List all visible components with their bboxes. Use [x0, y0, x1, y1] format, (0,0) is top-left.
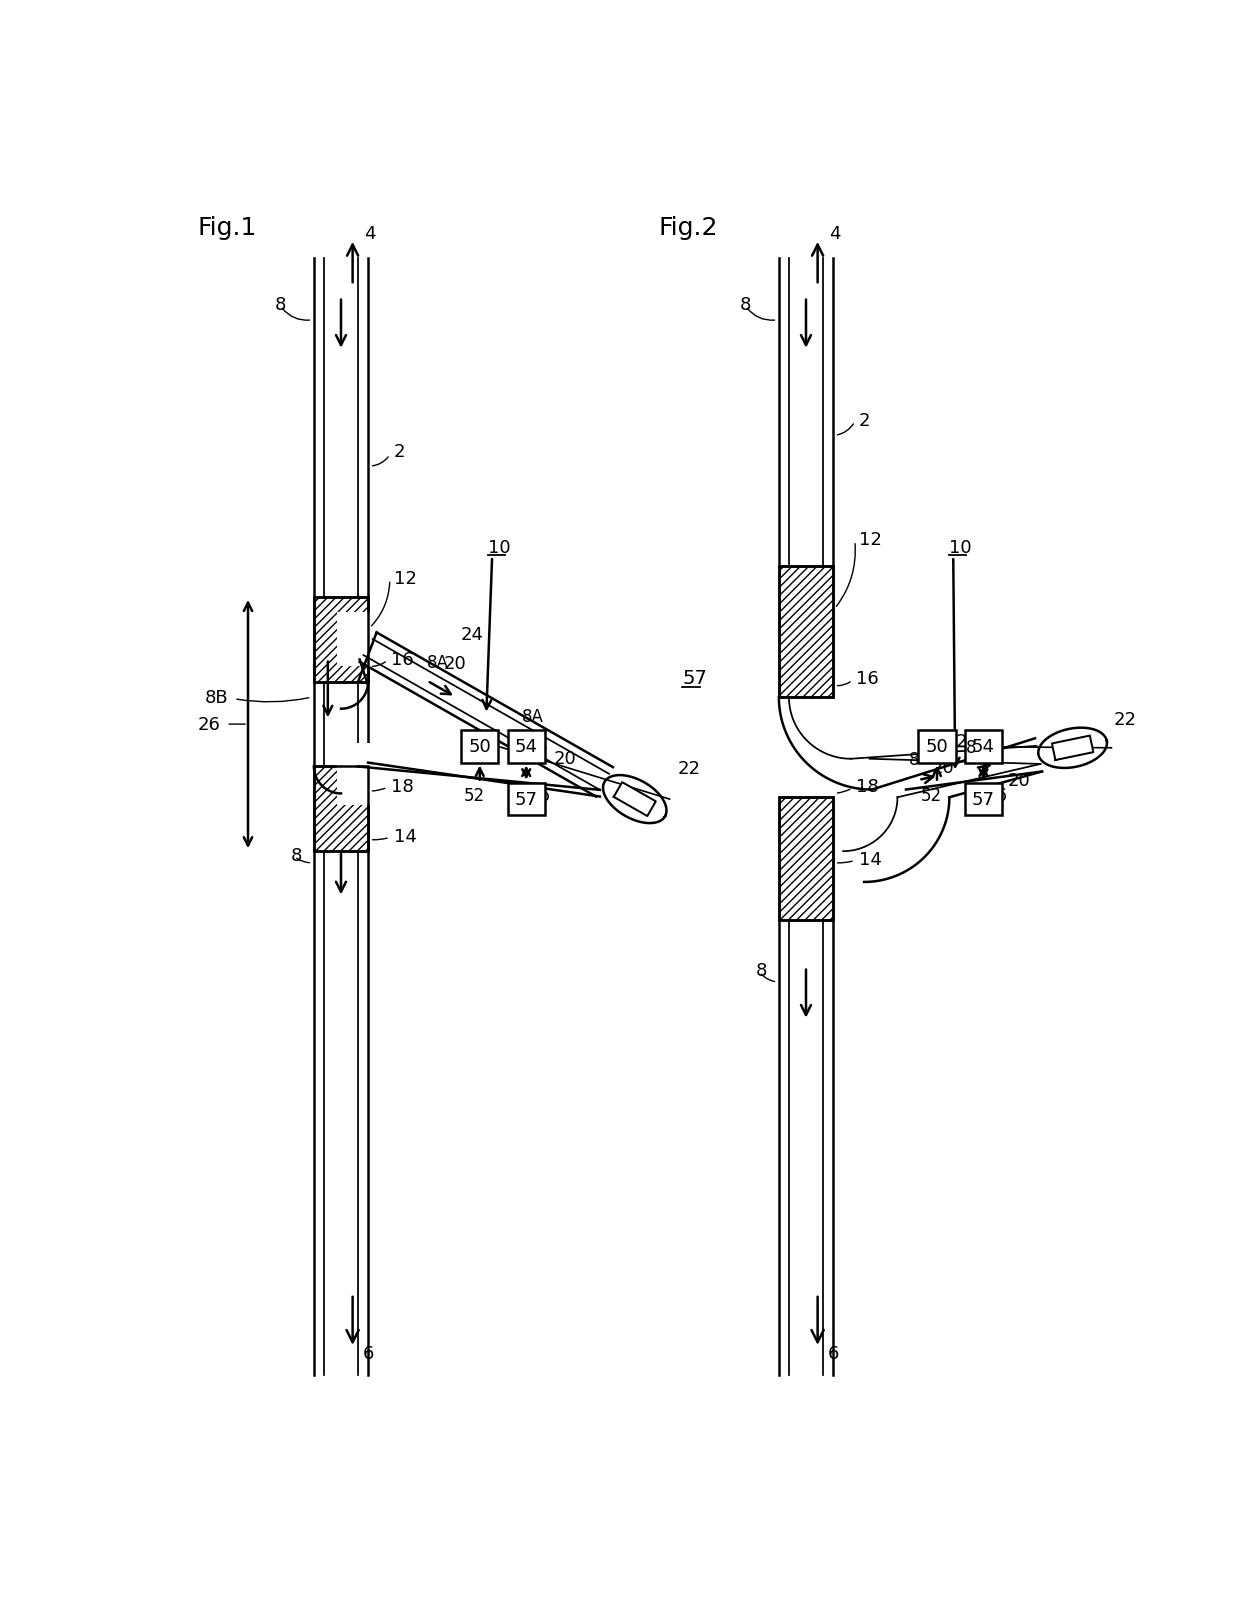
FancyArrowPatch shape	[372, 457, 388, 466]
Polygon shape	[614, 783, 656, 817]
Text: 2: 2	[394, 442, 405, 460]
FancyArrowPatch shape	[283, 308, 310, 321]
Text: 56: 56	[987, 786, 1008, 804]
Bar	[919, 731, 956, 763]
Text: Fig.2: Fig.2	[658, 216, 718, 240]
Bar	[314, 597, 368, 683]
FancyArrowPatch shape	[837, 683, 851, 686]
Text: 24: 24	[461, 626, 484, 644]
FancyArrowPatch shape	[237, 699, 309, 702]
Bar	[779, 797, 833, 922]
Text: 6: 6	[363, 1344, 374, 1362]
FancyArrowPatch shape	[372, 839, 387, 841]
Text: 8: 8	[275, 297, 286, 315]
Text: 22: 22	[1114, 710, 1137, 730]
Text: 24: 24	[956, 733, 980, 751]
Text: 20: 20	[1007, 771, 1030, 789]
Text: 52: 52	[464, 786, 485, 804]
Bar	[507, 731, 544, 763]
Text: 22: 22	[677, 760, 701, 778]
Text: 10: 10	[950, 539, 972, 557]
Bar	[337, 613, 372, 667]
Polygon shape	[1038, 728, 1107, 768]
FancyArrowPatch shape	[372, 662, 386, 667]
Text: 20: 20	[444, 655, 466, 673]
Text: 12: 12	[858, 531, 882, 549]
FancyArrowPatch shape	[748, 308, 775, 321]
Text: 16: 16	[857, 670, 879, 688]
Bar	[461, 731, 498, 763]
Text: 8A: 8A	[427, 654, 449, 671]
Bar	[314, 767, 368, 852]
Text: 57: 57	[682, 668, 707, 688]
FancyArrowPatch shape	[837, 424, 853, 436]
Bar	[314, 767, 368, 852]
FancyArrowPatch shape	[296, 859, 310, 863]
Text: 6: 6	[828, 1344, 839, 1362]
Text: 56: 56	[529, 786, 551, 804]
Text: 4: 4	[365, 224, 376, 242]
Text: 8: 8	[290, 846, 303, 865]
Text: 20: 20	[931, 759, 955, 776]
Text: 16: 16	[392, 650, 414, 668]
Bar	[965, 783, 1002, 815]
Text: 18: 18	[392, 778, 414, 796]
FancyArrowPatch shape	[372, 583, 389, 626]
Text: 18: 18	[857, 778, 879, 796]
Text: 52: 52	[920, 786, 942, 804]
Text: 2: 2	[858, 412, 870, 429]
Text: 57: 57	[515, 791, 538, 809]
Text: 10: 10	[489, 539, 511, 557]
Text: 20: 20	[554, 749, 577, 768]
Text: 8: 8	[755, 962, 768, 980]
Bar	[314, 597, 368, 683]
Text: 14: 14	[858, 851, 882, 868]
Bar	[965, 731, 1002, 763]
Text: 8A: 8A	[522, 707, 543, 726]
Text: Fig.1: Fig.1	[197, 216, 257, 240]
Bar	[779, 797, 833, 922]
Text: 4: 4	[830, 224, 841, 242]
Bar	[779, 567, 833, 697]
Bar	[337, 744, 372, 805]
Text: 57: 57	[972, 791, 994, 809]
FancyArrowPatch shape	[837, 789, 849, 794]
FancyArrowPatch shape	[837, 862, 852, 863]
Polygon shape	[603, 776, 666, 823]
Text: 54: 54	[972, 738, 994, 755]
FancyArrowPatch shape	[761, 975, 775, 981]
Text: 54: 54	[515, 738, 538, 755]
Text: 50: 50	[469, 738, 491, 755]
Text: 8: 8	[909, 751, 919, 768]
Text: 26: 26	[198, 715, 221, 734]
Text: 8: 8	[966, 739, 976, 757]
Text: 50: 50	[925, 738, 949, 755]
Bar	[779, 567, 833, 697]
Text: 14: 14	[394, 828, 417, 846]
Text: 12: 12	[394, 570, 417, 587]
Bar	[507, 783, 544, 815]
FancyArrowPatch shape	[836, 544, 856, 607]
FancyArrowPatch shape	[372, 789, 384, 791]
Text: 8: 8	[740, 297, 751, 315]
Text: 8B: 8B	[205, 689, 228, 707]
Polygon shape	[1052, 736, 1094, 760]
